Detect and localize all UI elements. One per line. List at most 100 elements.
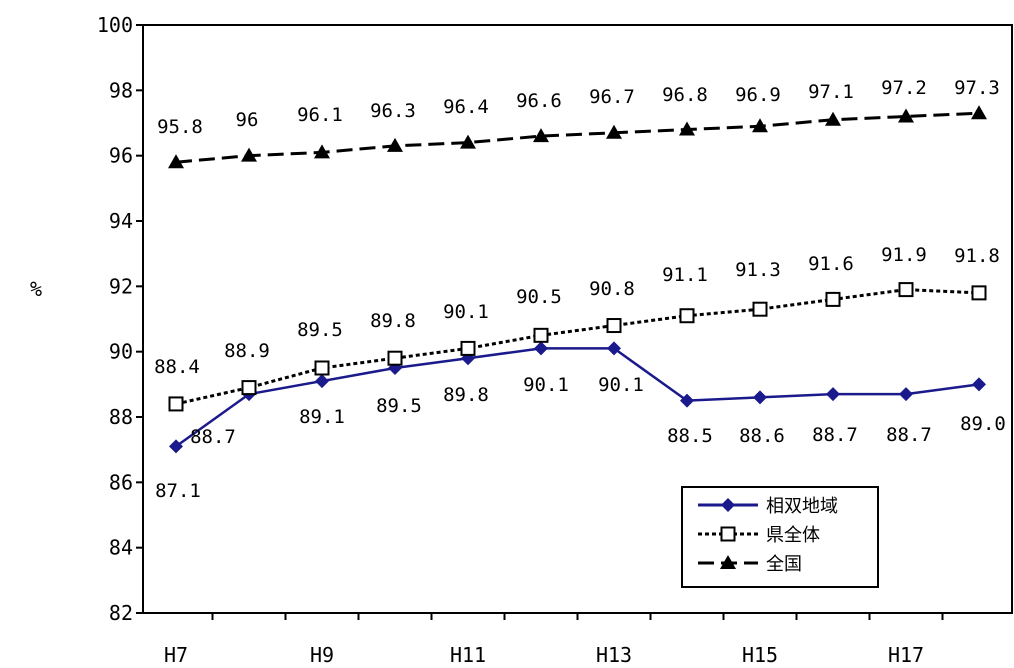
square-marker	[533, 327, 549, 343]
data-label-region: 89.0	[960, 413, 1006, 435]
triangle-marker	[898, 108, 914, 123]
y-tick-label: 92	[109, 274, 133, 298]
y-tick-label: 90	[109, 340, 133, 364]
data-label-prefecture: 88.4	[154, 356, 200, 378]
data-label-national: 96.9	[735, 84, 781, 106]
legend-label: 相双地域	[766, 496, 838, 517]
data-label-region: 89.8	[443, 384, 489, 406]
data-label-national: 95.8	[157, 116, 203, 138]
diamond-marker	[607, 341, 621, 356]
data-label-prefecture: 91.1	[662, 264, 708, 286]
data-label-region: 88.7	[886, 424, 932, 446]
data-label-national: 97.1	[808, 81, 854, 103]
plot-frame	[142, 24, 1013, 614]
x-tick-label: H15	[742, 643, 778, 667]
triangle-marker	[533, 128, 549, 143]
square-marker	[314, 360, 330, 376]
legend-box	[681, 486, 879, 588]
data-label-prefecture: 90.8	[589, 278, 635, 300]
triangle-marker	[241, 147, 257, 162]
triangle-marker	[387, 137, 403, 152]
square-marker	[679, 308, 695, 324]
data-label-national: 96.4	[443, 96, 489, 118]
triangle-marker	[168, 154, 184, 169]
x-tick-label: H13	[596, 643, 632, 667]
y-tick-label: 86	[109, 470, 133, 494]
y-tick-label: 100	[97, 13, 133, 37]
data-labels: 87.1 88.7 89.1 89.5 89.8 90.1 90.1 88.5 88.6 88.7…	[154, 77, 1006, 502]
square-marker	[460, 340, 476, 356]
data-label-prefecture: 91.8	[954, 245, 1000, 267]
y-tick-label: 98	[109, 78, 133, 102]
y-tick-label: 84	[109, 536, 133, 560]
square-marker	[168, 396, 184, 412]
data-label-national: 97.3	[954, 77, 1000, 99]
series-line	[175, 111, 980, 164]
x-tick-label: H17	[888, 643, 924, 667]
diamond-marker	[899, 387, 913, 402]
data-label-national: 96.8	[662, 84, 708, 106]
triangle-marker	[752, 118, 768, 133]
diamond-marker	[169, 439, 183, 454]
data-label-prefecture: 89.8	[370, 310, 416, 332]
diamond-marker	[972, 377, 986, 392]
square-marker	[825, 291, 841, 307]
data-label-prefecture: 91.9	[881, 244, 927, 266]
series-1	[169, 341, 986, 454]
series-3	[168, 105, 987, 169]
triangle-marker	[971, 105, 987, 120]
data-label-national: 96.6	[516, 90, 562, 112]
triangle-marker	[825, 111, 841, 126]
data-label-prefecture: 88.9	[224, 340, 270, 362]
y-tick-label: 88	[109, 405, 133, 429]
diamond-marker	[721, 498, 735, 512]
data-label-region: 88.6	[739, 425, 785, 447]
data-label-region: 88.7	[812, 424, 858, 446]
data-label-prefecture: 89.5	[297, 319, 343, 341]
square-marker	[387, 350, 403, 366]
x-tick-label: H11	[450, 643, 486, 667]
square-marker	[898, 282, 914, 298]
data-label-region: 88.5	[667, 425, 713, 447]
diamond-marker	[753, 390, 767, 405]
y-tick-label: 96	[109, 144, 133, 168]
triangle-marker	[460, 134, 476, 149]
square-marker	[752, 301, 768, 317]
data-label-region: 88.7	[190, 426, 236, 448]
data-label-national: 96.3	[370, 100, 416, 122]
square-marker	[720, 526, 736, 542]
legend-label: 全国	[766, 554, 802, 575]
series-line	[175, 347, 980, 448]
data-label-national: 96.7	[589, 86, 635, 108]
square-marker	[241, 380, 257, 396]
axes: 82 84 86 88 90 92 94 96 98 100 H7 H9 H11 H13 H15 H17	[97, 13, 1013, 667]
square-marker	[971, 285, 987, 301]
triangle-marker	[314, 144, 330, 159]
data-label-region: 90.1	[523, 374, 569, 396]
series-2	[168, 282, 987, 412]
y-tick-label: 94	[109, 209, 133, 233]
legend-label: 県全体	[766, 525, 820, 546]
diamond-marker	[680, 393, 694, 408]
data-label-prefecture: 90.5	[516, 286, 562, 308]
y-axis-label: %	[30, 277, 42, 301]
series-line	[175, 288, 980, 406]
data-label-region: 87.1	[155, 480, 201, 502]
data-label-prefecture: 91.6	[808, 253, 854, 275]
data-label-region: 89.5	[376, 395, 422, 417]
data-label-region: 89.1	[299, 406, 345, 428]
square-marker	[606, 318, 622, 334]
triangle-marker	[679, 121, 695, 136]
y-tick-label: 82	[109, 601, 133, 625]
x-tick-label: H7	[164, 643, 188, 667]
data-label-national: 97.2	[881, 77, 927, 99]
diamond-marker	[315, 374, 329, 389]
data-label-prefecture: 91.3	[735, 259, 781, 281]
x-tick-label: H9	[310, 643, 334, 667]
data-label-national: 96.1	[297, 104, 343, 126]
diamond-marker	[534, 341, 548, 356]
diamond-marker	[826, 387, 840, 402]
data-label-region: 90.1	[598, 374, 644, 396]
